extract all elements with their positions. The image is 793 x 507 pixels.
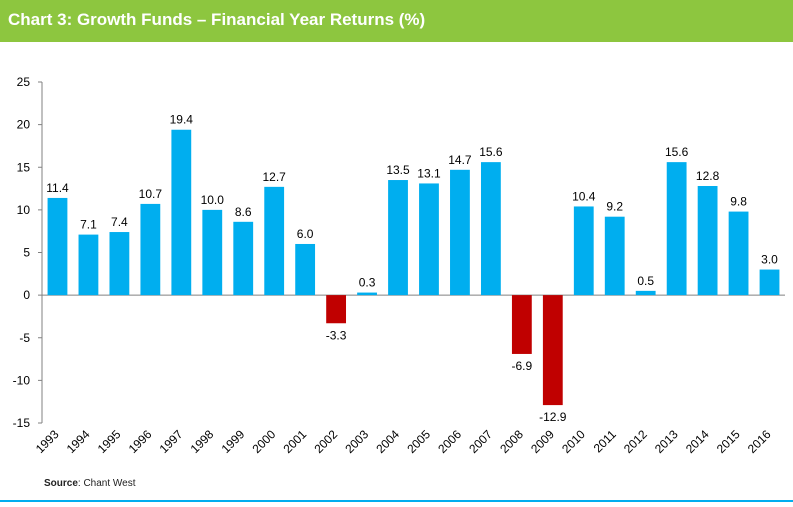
y-tick-label: -5: [19, 331, 30, 345]
data-label: 3.0: [761, 253, 778, 267]
bar: [635, 290, 656, 296]
data-label: 11.4: [46, 181, 69, 195]
x-tick-label: 2006: [435, 427, 464, 456]
source-note: Source: Chant West: [44, 478, 136, 489]
y-tick-label: 25: [17, 75, 31, 89]
data-label: -12.9: [539, 410, 567, 424]
bar: [388, 180, 408, 296]
bar: [47, 197, 68, 296]
x-tick-label: 1995: [95, 427, 124, 456]
data-label: 15.6: [665, 145, 689, 159]
source-label: Source: [44, 478, 78, 489]
data-label: 7.1: [80, 218, 97, 232]
data-label: 10.7: [139, 187, 163, 201]
x-axis-ticks: 1993 1994 1995 1996 1997 1998 1999 2000 2001 2002…: [33, 427, 774, 456]
data-label: 19.4: [170, 113, 194, 127]
x-tick-label: 2005: [404, 427, 433, 456]
y-tick-label: 0: [23, 288, 30, 302]
y-axis: 25 20 15 10 5 0 -5 -10 -15: [13, 75, 785, 430]
data-label: 13.1: [417, 166, 441, 180]
bar: [233, 221, 254, 296]
bar: [171, 129, 192, 296]
bar: [78, 234, 99, 296]
bar: [759, 269, 780, 296]
bar: [109, 232, 130, 296]
x-tick-label: 2015: [714, 427, 743, 456]
bar: [295, 243, 316, 296]
source-text: : Chant West: [77, 478, 136, 489]
bar: [666, 162, 687, 296]
bar: [542, 295, 563, 406]
bar: [140, 203, 161, 296]
y-tick-label: -10: [13, 373, 31, 387]
bar: [450, 169, 470, 296]
y-tick-label: -15: [13, 416, 31, 430]
bar: [357, 292, 377, 296]
x-tick-label: 2003: [342, 427, 371, 456]
data-label: 12.8: [696, 169, 720, 183]
x-tick-label: 2009: [528, 427, 557, 456]
x-tick-label: 2004: [373, 427, 402, 456]
x-tick-label: 2008: [497, 427, 526, 456]
x-tick-label: 1996: [126, 427, 155, 456]
y-tick-label: 10: [17, 203, 31, 217]
x-tick-label: 2012: [621, 427, 650, 456]
x-tick-label: 2014: [683, 427, 712, 456]
x-tick-label: 2016: [745, 427, 774, 456]
chart-header: Chart 3: Growth Funds – Financial Year R…: [0, 0, 793, 42]
y-tick-label: 15: [17, 160, 31, 174]
data-label: 7.4: [111, 215, 128, 229]
data-label: 12.7: [263, 170, 287, 184]
data-label: 9.8: [730, 195, 747, 209]
bars: [47, 129, 780, 406]
data-labels: 11.4 7.1 7.4 10.7 19.4 10.0 8.6 12.7 6.0 -3.3 0.3 1…: [46, 113, 778, 424]
bar: [419, 183, 439, 296]
y-tick-label: 20: [17, 118, 31, 132]
x-tick-label: 1998: [188, 427, 217, 456]
data-label: 14.7: [448, 153, 472, 167]
data-label: 13.5: [386, 163, 410, 177]
data-label: 9.2: [606, 200, 623, 214]
data-label: 6.0: [297, 227, 314, 241]
data-label: 8.6: [235, 205, 252, 219]
data-label: 10.0: [201, 193, 225, 207]
x-tick-label: 2013: [652, 427, 681, 456]
bar: [326, 295, 347, 324]
x-tick-label: 2001: [280, 427, 309, 456]
data-label: 10.4: [572, 189, 596, 203]
bar: [728, 211, 749, 296]
footer-divider: [0, 500, 793, 502]
x-tick-label: 1994: [64, 427, 93, 456]
bar: [511, 295, 532, 354]
data-label: -3.3: [326, 328, 347, 342]
x-tick-label: 2011: [591, 427, 619, 455]
data-label: -6.9: [512, 359, 533, 373]
x-tick-label: 2000: [250, 427, 279, 456]
bar: [573, 206, 594, 296]
data-label: 15.6: [479, 145, 503, 159]
x-tick-label: 1999: [219, 427, 248, 456]
data-label: 0.5: [637, 274, 654, 288]
x-tick-label: 1997: [157, 427, 186, 456]
data-label: 0.3: [359, 276, 376, 290]
bar: [264, 186, 285, 296]
x-tick-label: 2002: [311, 427, 340, 456]
x-tick-label: 1993: [33, 427, 62, 456]
y-tick-label: 5: [23, 246, 30, 260]
bar: [697, 186, 718, 296]
chart-title: Chart 3: Growth Funds – Financial Year R…: [8, 10, 426, 29]
x-tick-label: 2007: [466, 427, 495, 456]
bar: [480, 162, 501, 296]
x-tick-label: 2010: [559, 427, 588, 456]
bar: [202, 209, 223, 296]
bar: [604, 216, 625, 296]
